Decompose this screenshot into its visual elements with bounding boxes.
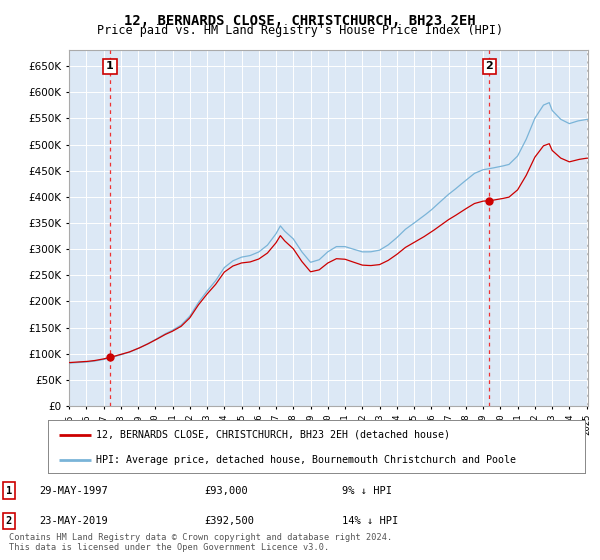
Text: HPI: Average price, detached house, Bournemouth Christchurch and Poole: HPI: Average price, detached house, Bour… xyxy=(97,455,517,465)
Text: 1: 1 xyxy=(106,62,114,72)
Text: Contains HM Land Registry data © Crown copyright and database right 2024.
This d: Contains HM Land Registry data © Crown c… xyxy=(9,533,392,552)
Text: 1: 1 xyxy=(6,486,12,496)
Text: 29-MAY-1997: 29-MAY-1997 xyxy=(39,486,108,496)
Text: 2: 2 xyxy=(485,62,493,72)
Text: 12, BERNARDS CLOSE, CHRISTCHURCH, BH23 2EH (detached house): 12, BERNARDS CLOSE, CHRISTCHURCH, BH23 2… xyxy=(97,430,451,440)
Text: 14% ↓ HPI: 14% ↓ HPI xyxy=(342,516,398,526)
Text: 2: 2 xyxy=(6,516,12,526)
Text: £392,500: £392,500 xyxy=(204,516,254,526)
Text: £93,000: £93,000 xyxy=(204,486,248,496)
Text: 23-MAY-2019: 23-MAY-2019 xyxy=(39,516,108,526)
Text: 9% ↓ HPI: 9% ↓ HPI xyxy=(342,486,392,496)
Bar xyxy=(587,50,595,406)
Text: Price paid vs. HM Land Registry's House Price Index (HPI): Price paid vs. HM Land Registry's House … xyxy=(97,24,503,37)
Text: 12, BERNARDS CLOSE, CHRISTCHURCH, BH23 2EH: 12, BERNARDS CLOSE, CHRISTCHURCH, BH23 2… xyxy=(124,14,476,28)
